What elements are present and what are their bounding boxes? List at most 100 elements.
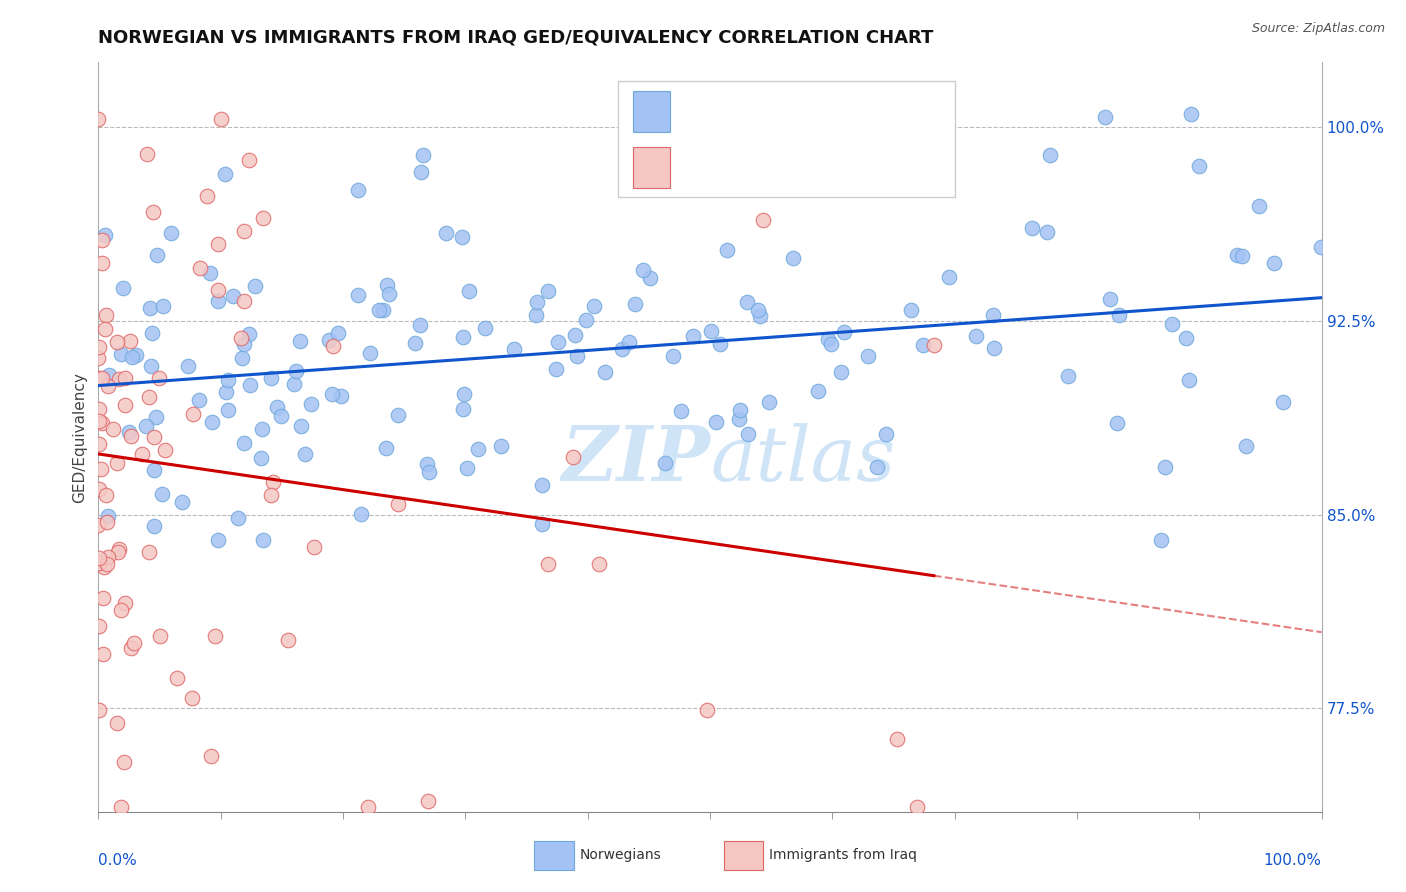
Point	[150, 486, 173, 500]
Point	[830, 365, 852, 379]
Point	[593, 365, 616, 379]
Text: N = 151: N = 151	[838, 102, 939, 120]
Point	[728, 412, 751, 426]
Point	[170, 495, 193, 509]
Point	[1188, 159, 1211, 173]
Point	[537, 284, 560, 298]
Point	[1057, 369, 1080, 384]
Point	[222, 289, 245, 303]
FancyBboxPatch shape	[633, 146, 669, 188]
Point	[105, 335, 128, 350]
Text: Norwegians: Norwegians	[579, 848, 661, 863]
Point	[451, 330, 474, 344]
Point	[148, 371, 170, 385]
Point	[524, 308, 547, 322]
Point	[118, 425, 141, 439]
Point	[87, 414, 110, 428]
Point	[359, 346, 381, 360]
Point	[1272, 394, 1295, 409]
Point	[142, 519, 165, 533]
Point	[96, 558, 118, 572]
Text: 100.0%: 100.0%	[1264, 853, 1322, 868]
Text: ZIP: ZIP	[561, 423, 710, 497]
Point	[207, 533, 229, 548]
Point	[181, 408, 204, 422]
Point	[875, 426, 897, 441]
Point	[90, 462, 112, 476]
Point	[108, 541, 131, 556]
Point	[262, 475, 284, 489]
Point	[758, 395, 780, 409]
Point	[357, 799, 380, 814]
Point	[87, 371, 110, 385]
Point	[654, 456, 676, 470]
Point	[588, 557, 610, 571]
Point	[1174, 331, 1197, 345]
Point	[350, 507, 373, 521]
Point	[922, 338, 945, 352]
Point	[752, 212, 775, 227]
Point	[737, 427, 759, 442]
Point	[1039, 148, 1062, 162]
Point	[177, 359, 200, 374]
Point	[97, 509, 120, 524]
Point	[87, 482, 110, 496]
Point	[1247, 199, 1270, 213]
Point	[375, 441, 398, 455]
Text: NORWEGIAN VS IMMIGRANTS FROM IRAQ GED/EQUIVALENCY CORRELATION CHART: NORWEGIAN VS IMMIGRANTS FROM IRAQ GED/EQ…	[98, 29, 934, 47]
Point	[277, 633, 299, 648]
Point	[266, 401, 288, 415]
Point	[318, 333, 340, 347]
Point	[188, 260, 211, 275]
Point	[467, 442, 489, 457]
Point	[1160, 317, 1182, 331]
Point	[143, 463, 166, 477]
Point	[709, 337, 731, 351]
Point	[546, 362, 568, 376]
Text: R =: R =	[682, 158, 724, 177]
Point	[458, 284, 481, 298]
Point	[131, 446, 153, 460]
Point	[91, 591, 114, 606]
Point	[252, 211, 274, 226]
Point	[304, 540, 326, 554]
Point	[638, 271, 661, 285]
Point	[217, 373, 239, 387]
Point	[96, 488, 118, 502]
FancyBboxPatch shape	[633, 90, 669, 132]
Y-axis label: GED/Equivalency: GED/Equivalency	[72, 372, 87, 502]
Point	[138, 390, 160, 404]
Point	[409, 318, 432, 332]
Point	[373, 303, 395, 318]
Point	[1098, 292, 1121, 306]
Point	[434, 226, 457, 240]
Point	[90, 371, 112, 385]
Point	[87, 557, 110, 571]
Text: R =: R =	[682, 102, 731, 120]
Point	[547, 335, 569, 350]
Point	[299, 397, 322, 411]
Point	[387, 497, 409, 511]
Point	[526, 294, 548, 309]
Point	[270, 409, 292, 423]
Point	[87, 340, 110, 354]
Point	[112, 281, 135, 295]
Point	[346, 288, 368, 302]
Point	[531, 516, 554, 531]
Point	[284, 364, 307, 378]
Point	[141, 326, 163, 340]
Point	[87, 351, 110, 365]
Point	[231, 351, 253, 366]
Point	[377, 278, 399, 293]
Point	[1226, 247, 1249, 261]
Point	[1108, 309, 1130, 323]
Point	[704, 415, 727, 429]
Point	[249, 450, 271, 465]
Point	[983, 341, 1005, 355]
Point	[981, 308, 1004, 322]
Point	[696, 703, 718, 717]
FancyBboxPatch shape	[619, 81, 955, 197]
Text: 0.0%: 0.0%	[98, 853, 138, 868]
Point	[453, 387, 475, 401]
Text: Immigrants from Iraq: Immigrants from Iraq	[769, 848, 917, 863]
